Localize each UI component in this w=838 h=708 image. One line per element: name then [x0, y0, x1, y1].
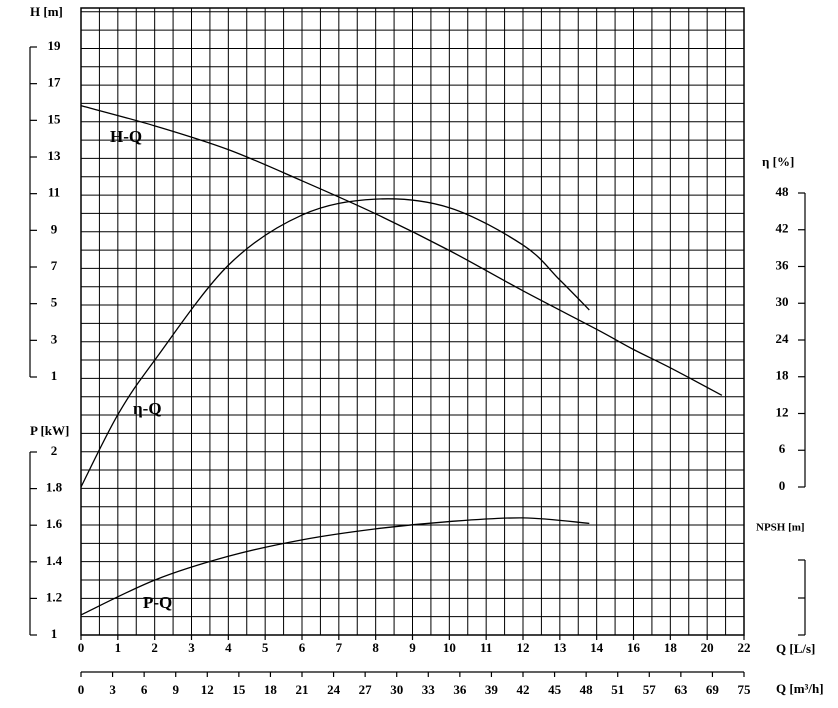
x-tick-label: 12: [517, 640, 530, 655]
y-tick-label: 9: [51, 221, 58, 236]
x2-axis-label: Q [m³/h]: [776, 681, 824, 696]
y3-tick-label: 1.2: [46, 589, 62, 604]
y3-tick-label: 1.4: [46, 553, 63, 568]
x-tick-label: 11: [480, 640, 492, 655]
y3-axis-label: P [kW]: [30, 423, 69, 438]
x2-tick-label: 15: [232, 682, 246, 697]
x-tick-label: 22: [738, 640, 751, 655]
y-tick-label: 17: [48, 75, 62, 90]
y-tick-label: 13: [48, 148, 62, 163]
x-tick-label: 13: [553, 640, 567, 655]
x2-tick-label: 69: [706, 682, 720, 697]
x-tick-label: 9: [409, 640, 416, 655]
x-tick-label: 14: [590, 640, 604, 655]
x2-tick-label: 12: [201, 682, 214, 697]
x2-tick-label: 57: [643, 682, 657, 697]
x-tick-label: 7: [336, 640, 343, 655]
y-tick-label: 15: [48, 111, 62, 126]
x2-tick-label: 30: [390, 682, 403, 697]
y2-tick-label: 24: [776, 331, 790, 346]
x-tick-label: 4: [225, 640, 232, 655]
y2-axis-label: η [%]: [762, 154, 794, 169]
x2-tick-label: 27: [359, 682, 373, 697]
x-axis-label: Q [L/s]: [776, 641, 815, 656]
y4-axis-label: NPSH [m]: [756, 522, 805, 534]
x-tick-label: 3: [188, 640, 195, 655]
x-tick-label: 18: [664, 640, 678, 655]
x-tick-label: 0: [78, 640, 85, 655]
curve-label: η-Q: [133, 399, 162, 418]
y3-tick-label: 2: [51, 443, 58, 458]
y2-tick-label: 30: [776, 294, 789, 309]
y-tick-label: 5: [51, 295, 58, 310]
y-tick-label: 19: [48, 38, 62, 53]
y2-tick-label: 18: [776, 368, 790, 383]
y-axis-label: H [m]: [30, 4, 63, 19]
x2-tick-label: 48: [580, 682, 594, 697]
y3-tick-label: 1.6: [46, 516, 63, 531]
x-tick-label: 20: [701, 640, 714, 655]
x-tick-label: 10: [443, 640, 456, 655]
x2-tick-label: 33: [422, 682, 436, 697]
y-tick-label: 3: [51, 331, 58, 346]
x2-tick-label: 63: [674, 682, 688, 697]
curve: [80, 198, 590, 488]
x2-tick-label: 42: [517, 682, 530, 697]
y-tick-label: 1: [51, 368, 58, 383]
x2-tick-label: 9: [172, 682, 179, 697]
x2-tick-label: 39: [485, 682, 499, 697]
x2-tick-label: 36: [453, 682, 467, 697]
y3-tick-label: 1.8: [46, 480, 63, 495]
curve-label: H-Q: [110, 127, 142, 146]
y-tick-label: 7: [51, 258, 58, 273]
x2-tick-label: 3: [109, 682, 116, 697]
y-tick-label: 11: [48, 185, 60, 200]
x-tick-label: 16: [627, 640, 641, 655]
x2-tick-label: 24: [327, 682, 341, 697]
curve: [80, 517, 590, 616]
x2-tick-label: 51: [611, 682, 624, 697]
x2-tick-label: 75: [738, 682, 752, 697]
x2-tick-label: 45: [548, 682, 562, 697]
x-tick-label: 8: [372, 640, 379, 655]
y2-tick-label: 0: [779, 478, 786, 493]
y2-tick-label: 12: [776, 404, 789, 419]
x2-tick-label: 21: [296, 682, 309, 697]
y2-tick-label: 36: [776, 257, 790, 272]
y3-tick-label: 1: [51, 626, 58, 641]
x-tick-label: 1: [115, 640, 122, 655]
y2-tick-label: 48: [776, 184, 790, 199]
x-tick-label: 5: [262, 640, 269, 655]
curve-label: P-Q: [143, 593, 172, 612]
y2-tick-label: 6: [779, 441, 786, 456]
x2-tick-label: 0: [78, 682, 85, 697]
x2-tick-label: 18: [264, 682, 278, 697]
y2-tick-label: 42: [776, 221, 789, 236]
curve: [80, 105, 723, 396]
x-tick-label: 6: [299, 640, 306, 655]
x-tick-label: 2: [151, 640, 158, 655]
x2-tick-label: 6: [141, 682, 148, 697]
grid: [81, 8, 744, 635]
